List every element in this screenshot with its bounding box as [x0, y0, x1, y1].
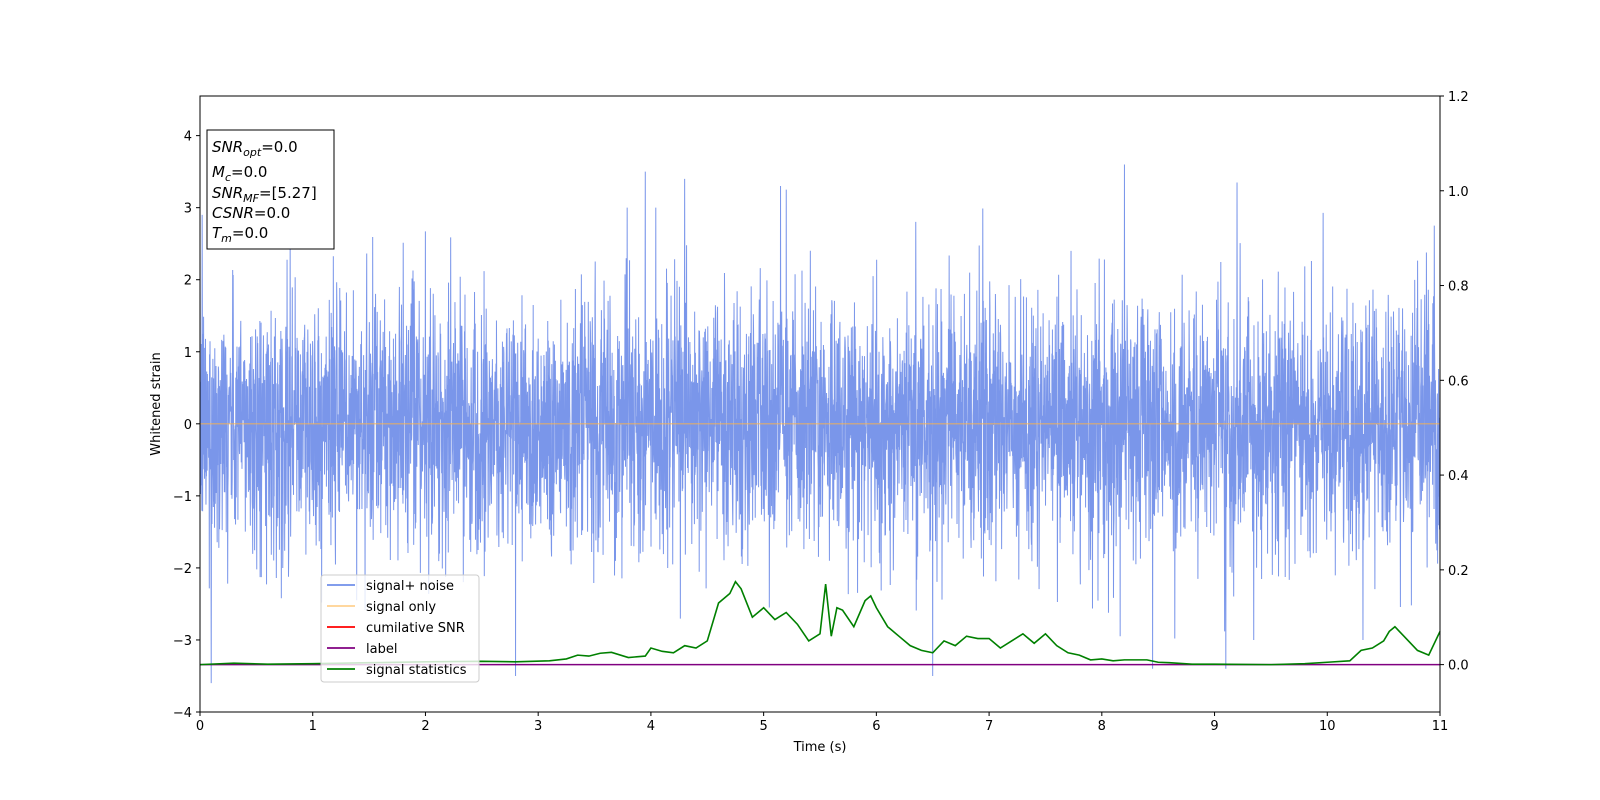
- y-axis-left: −4 −3 −2 −1 0 1 2 3 4: [173, 130, 200, 721]
- signal-noise-series: [199, 164, 1441, 684]
- x-tick-label: 11: [1432, 719, 1449, 734]
- x-tick-label: 8: [1098, 719, 1106, 734]
- x-tick-label: 6: [872, 719, 880, 734]
- y2-tick-label: 0.2: [1448, 564, 1469, 579]
- y-tick-label: 2: [184, 274, 192, 289]
- info-box-line: Tm=0.0: [212, 224, 268, 245]
- info-box-line: SNRMF=[5.27]: [212, 184, 317, 205]
- signal-noise-line: [199, 164, 1441, 684]
- legend-label: cumilative SNR: [366, 621, 465, 636]
- x-tick-label: 10: [1319, 719, 1336, 734]
- y-tick-label: −4: [173, 706, 192, 721]
- y-tick-label: 1: [184, 346, 192, 361]
- y2-tick-label: 0.0: [1448, 659, 1469, 674]
- x-tick-label: 2: [421, 719, 429, 734]
- info-box-line: SNRopt=0.0: [212, 138, 298, 159]
- signal-statistics-line: [199, 580, 1441, 666]
- y-tick-label: −1: [173, 490, 192, 505]
- legend-label: signal only: [366, 600, 436, 615]
- legend-frame: [320, 574, 480, 683]
- legend: signal+ noise signal only cumilative SNR la…: [320, 574, 480, 683]
- x-axis-label: Time (s): [793, 740, 847, 755]
- x-tick-label: 7: [985, 719, 993, 734]
- y-axis-label: Whitened strain: [149, 352, 164, 455]
- y-tick-label: −2: [173, 562, 192, 577]
- y2-tick-label: 0.4: [1448, 469, 1469, 484]
- x-tick-label: 4: [647, 719, 655, 734]
- y-tick-label: −3: [173, 634, 192, 649]
- y-tick-label: 4: [184, 130, 192, 145]
- plot-frame: [199, 95, 1441, 713]
- y-tick-label: 0: [184, 418, 192, 433]
- legend-label: signal statistics: [366, 663, 467, 678]
- info-box-frame: [206, 129, 335, 250]
- y-axis-right: 0.0 0.2 0.4 0.6 0.8 1.0 1.2: [1440, 90, 1469, 674]
- x-tick-label: 0: [196, 719, 204, 734]
- x-axis: 0 1 2 3 4 5 6 7 8 9 10 11: [196, 712, 1448, 734]
- y2-tick-label: 0.8: [1448, 280, 1469, 295]
- y-tick-label: 3: [184, 202, 192, 217]
- legend-label: label: [366, 642, 397, 657]
- info-box-line: CSNR=0.0: [212, 204, 290, 222]
- y2-tick-label: 0.6: [1448, 374, 1469, 389]
- x-tick-label: 9: [1210, 719, 1218, 734]
- x-tick-label: 3: [534, 719, 542, 734]
- y2-tick-label: 1.2: [1448, 90, 1469, 105]
- x-tick-label: 1: [309, 719, 317, 734]
- info-box-line: Mc=0.0: [212, 163, 267, 184]
- y2-tick-label: 1.0: [1448, 185, 1469, 200]
- x-tick-label: 5: [759, 719, 767, 734]
- legend-label: signal+ noise: [366, 579, 454, 594]
